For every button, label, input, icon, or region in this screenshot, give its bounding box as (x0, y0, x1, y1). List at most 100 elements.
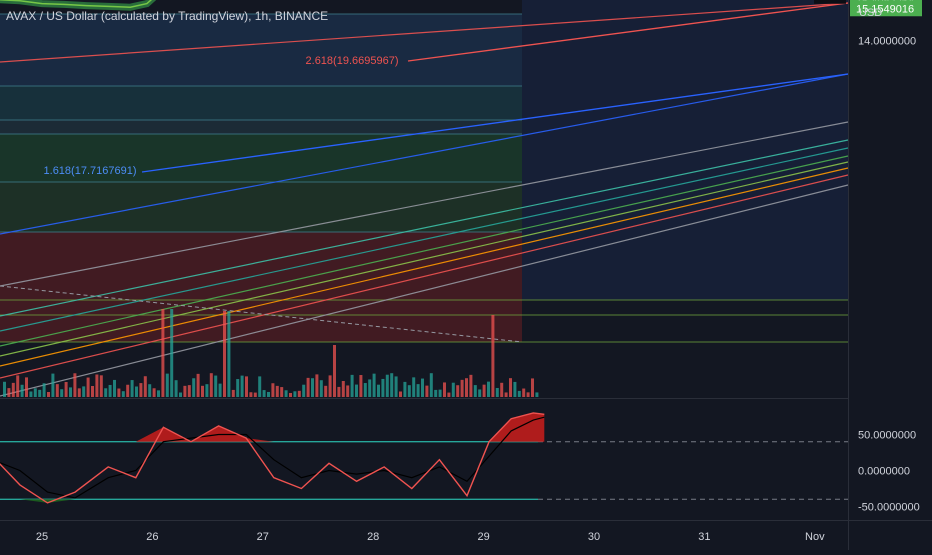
time-tick-label: 31 (698, 531, 710, 543)
volume-bar (421, 378, 424, 397)
volume-bar (280, 387, 284, 397)
oscillator-tick-label: -50.0000000 (858, 502, 920, 514)
volume-bar (152, 388, 156, 397)
fib-channel-line (0, 155, 849, 347)
volume-bar (372, 373, 376, 397)
volume-bar (69, 387, 72, 397)
volume-bar (192, 378, 196, 397)
volume-bar (33, 388, 37, 397)
currency-label: USD (859, 7, 883, 19)
fib-channel-line (0, 184, 849, 397)
fib-channel-layer (0, 2, 849, 397)
time-tick-label: Nov (805, 531, 825, 543)
volume-bar (82, 386, 86, 397)
price-label-box (850, 0, 922, 17)
volume-bar (161, 309, 165, 397)
volume-bar (174, 380, 178, 397)
volume-bar (201, 385, 204, 397)
fib-channel-line (0, 2, 849, 63)
volume-bar (275, 385, 279, 397)
volume-bar (3, 381, 6, 397)
volume-bar (456, 385, 460, 397)
trend-dashed-line (0, 285, 523, 343)
volume-bar (531, 378, 534, 397)
volume-bar (328, 375, 332, 397)
oscillator-main-line (0, 412, 545, 504)
volume-bar (438, 389, 442, 397)
volume-layer (3, 309, 539, 397)
volume-bar (478, 389, 482, 397)
fib-level-label: 1.618(17.7167691) (44, 165, 137, 177)
volume-bar (187, 385, 191, 397)
volume-bar (416, 384, 420, 397)
volume-bar (99, 375, 103, 397)
volume-bar (284, 390, 288, 397)
oscillator-tick-label: 50.0000000 (858, 430, 916, 442)
volume-bar (429, 373, 433, 397)
volume-bar (64, 381, 68, 397)
volume-bar (236, 379, 240, 397)
fib-channel-line (0, 139, 849, 317)
fib-channel-line (0, 167, 849, 367)
oscillator-layer (0, 412, 848, 504)
volume-bar (341, 380, 345, 397)
volume-bar (381, 378, 385, 397)
volume-bar (355, 384, 358, 397)
volume-bar (227, 311, 231, 397)
volume-bar (368, 379, 372, 397)
volume-bar (135, 386, 138, 397)
volume-bar (196, 373, 200, 397)
volume-bar (324, 385, 328, 397)
volume-bar (500, 382, 504, 397)
volume-bar (473, 385, 477, 397)
volume-bar (95, 374, 99, 397)
volume-bar (42, 383, 46, 397)
volume-bar (377, 384, 380, 397)
price-tag-text: Low (820, 0, 840, 3)
volume-bar (297, 390, 301, 397)
volume-bar (293, 391, 297, 397)
volume-bar (289, 392, 292, 397)
volume-bar (267, 391, 270, 397)
time-tick-label: 26 (146, 531, 158, 543)
volume-bar (509, 378, 512, 397)
volume-bar (11, 382, 15, 397)
volume-bar (363, 383, 367, 397)
volume-bar (399, 391, 402, 397)
time-tick-label: 27 (257, 531, 269, 543)
volume-bar (346, 385, 350, 397)
fib-channel-line (0, 73, 849, 235)
volume-bar (209, 373, 213, 397)
volume-bar (412, 377, 416, 397)
fib-channel-line (0, 174, 849, 379)
volume-bar (482, 384, 486, 397)
volume-bar (249, 392, 253, 397)
volume-bar (407, 385, 411, 397)
volume-bar (302, 384, 306, 397)
fib-channel-line (0, 147, 849, 332)
volume-bar (271, 383, 275, 397)
volume-bar (451, 382, 455, 397)
volume-bar (394, 376, 398, 397)
price-layer (0, 0, 157, 11)
volume-bar (165, 373, 169, 397)
volume-bar (223, 311, 226, 397)
volume-bar (469, 374, 473, 397)
volume-bar (38, 389, 42, 397)
volume-bar (130, 380, 134, 397)
volume-bar (113, 379, 116, 397)
volume-bar (513, 381, 517, 397)
volume-bar (231, 389, 235, 397)
volume-bar (337, 386, 341, 397)
time-tick-label: 25 (36, 531, 48, 543)
volume-bar (86, 377, 90, 397)
volume-bar (350, 374, 354, 397)
volume-bar (315, 374, 319, 397)
symbol-title: AVAX / US Dollar (calculated by TradingV… (6, 9, 329, 23)
volume-bar (29, 391, 33, 397)
volume-bar (143, 376, 147, 397)
volume-bar (121, 391, 125, 397)
